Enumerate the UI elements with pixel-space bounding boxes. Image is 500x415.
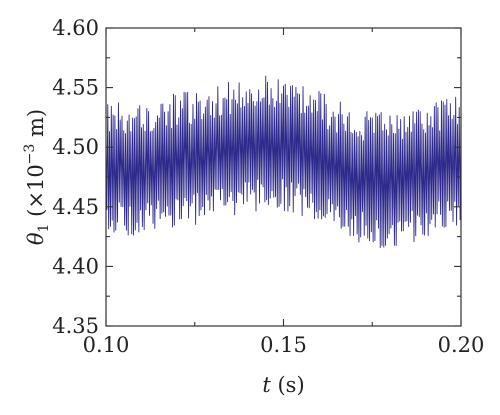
- series-layer: [106, 75, 461, 249]
- y-tick-label: 4.55: [52, 76, 99, 100]
- ticks-layer: [105, 27, 462, 327]
- y-axis-title: θ1 (×10−3 m): [22, 109, 52, 245]
- x-tick-label: 0.15: [260, 333, 307, 357]
- y-tick-label: 4.60: [52, 16, 99, 40]
- theta1-series-line: [106, 75, 461, 249]
- y-tick-label: 4.50: [52, 135, 99, 159]
- x-tick-label: 0.20: [438, 333, 485, 357]
- x-tick-label: 0.10: [83, 333, 130, 357]
- x-axis-title: t (s): [262, 373, 304, 397]
- y-tick-label: 4.45: [52, 195, 99, 219]
- y-tick-label: 4.40: [52, 254, 99, 278]
- tick-labels-layer: 0.10 0.15 0.20 4.35 4.40 4.45 4.50 4.55 4.60: [52, 16, 484, 357]
- y-tick-label: 4.35: [52, 314, 99, 338]
